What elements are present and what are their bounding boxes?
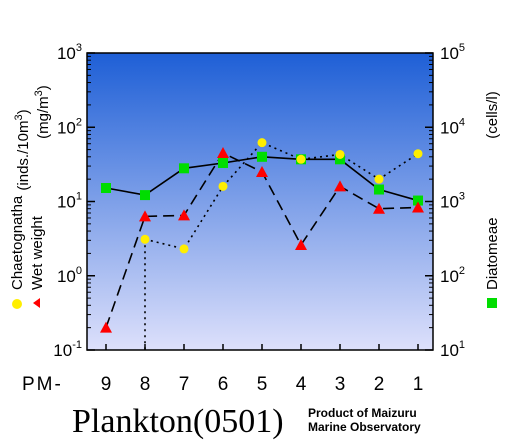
chaetognatha-point	[179, 244, 189, 254]
station-label: 8	[140, 374, 151, 395]
series-line-chaetognatha	[144, 141, 419, 250]
right-tick-label: 101	[440, 339, 465, 360]
right-tick-label: 103	[440, 191, 465, 212]
legend-chaetognatha-label: Chaetognatha	[9, 195, 26, 290]
left-tick-label: 102	[57, 116, 82, 137]
legend-chaetognatha-marker	[12, 299, 22, 309]
wet-weight-point	[256, 165, 268, 177]
left-tick-label: 103	[57, 42, 82, 63]
station-label: 3	[335, 374, 346, 395]
legend-wetweight-marker	[33, 298, 40, 308]
station-prefix: PM-	[22, 374, 63, 395]
diatomeae-point	[101, 182, 111, 193]
diatomeae-point	[179, 163, 189, 174]
series-markers	[100, 138, 424, 333]
station-label: 9	[101, 374, 112, 395]
wet-weight-point	[178, 209, 190, 221]
station-label: 5	[257, 374, 268, 395]
right-tick-label: 102	[440, 265, 465, 286]
station-label: 1	[413, 374, 424, 395]
wet-weight-point	[217, 146, 229, 158]
diatomeae-point	[218, 158, 228, 169]
left-tick-label: 100	[57, 265, 82, 286]
plot-frame	[86, 52, 434, 351]
chart-title: Plankton(0501)	[72, 403, 284, 440]
legend-diatomeae-label: Diatomeae	[484, 217, 501, 290]
wet-weight-point	[334, 180, 346, 192]
chaetognatha-point	[257, 138, 267, 148]
legend-diatomeae-marker	[487, 298, 497, 308]
wet-weight-point	[373, 202, 385, 214]
credit-line2: Marine Observatory	[308, 420, 421, 434]
chaetognatha-point	[413, 149, 423, 159]
wet-weight-point	[295, 238, 307, 250]
right-tick-label: 105	[440, 42, 465, 63]
station-label: 6	[218, 374, 229, 395]
plot-area	[87, 53, 433, 350]
right-axis-label: (cells/l)	[484, 91, 501, 139]
chaetognatha-point	[335, 149, 345, 159]
diatomeae-point	[140, 190, 150, 201]
diatomeae-point	[335, 154, 345, 165]
left-axis-label-line2: (mg/m3)	[33, 85, 52, 139]
chaetognatha-point	[218, 181, 228, 191]
diatomeae-point	[413, 195, 423, 206]
left-tick-labels: 10-1 100 101 102 103	[53, 42, 82, 360]
left-tick-label: 10-1	[53, 339, 82, 360]
credit-line1: Product of Maizuru	[308, 406, 417, 420]
chaetognatha-point	[296, 154, 306, 164]
wet-weight-point	[139, 210, 151, 222]
station-labels: 9 8 7 6 5 4 3 2 1	[101, 374, 424, 395]
left-tick-label: 101	[57, 191, 82, 212]
chaetognatha-point	[374, 174, 384, 184]
legend-wetweight-label: Wet weight	[29, 215, 46, 290]
right-tick-label: 104	[440, 116, 465, 137]
left-axis-label-line1: (inds./10m3)	[13, 109, 32, 190]
diatomeae-point	[257, 151, 267, 162]
station-label: 2	[374, 374, 385, 395]
diatomeae-point	[374, 184, 384, 195]
chaetognatha-point	[140, 234, 150, 244]
wet-weight-point	[412, 201, 424, 213]
right-tick-labels: 101 102 103 104 105	[440, 42, 465, 360]
station-label: 7	[179, 374, 190, 395]
station-label: 4	[296, 374, 307, 395]
wet-weight-point	[100, 321, 112, 333]
